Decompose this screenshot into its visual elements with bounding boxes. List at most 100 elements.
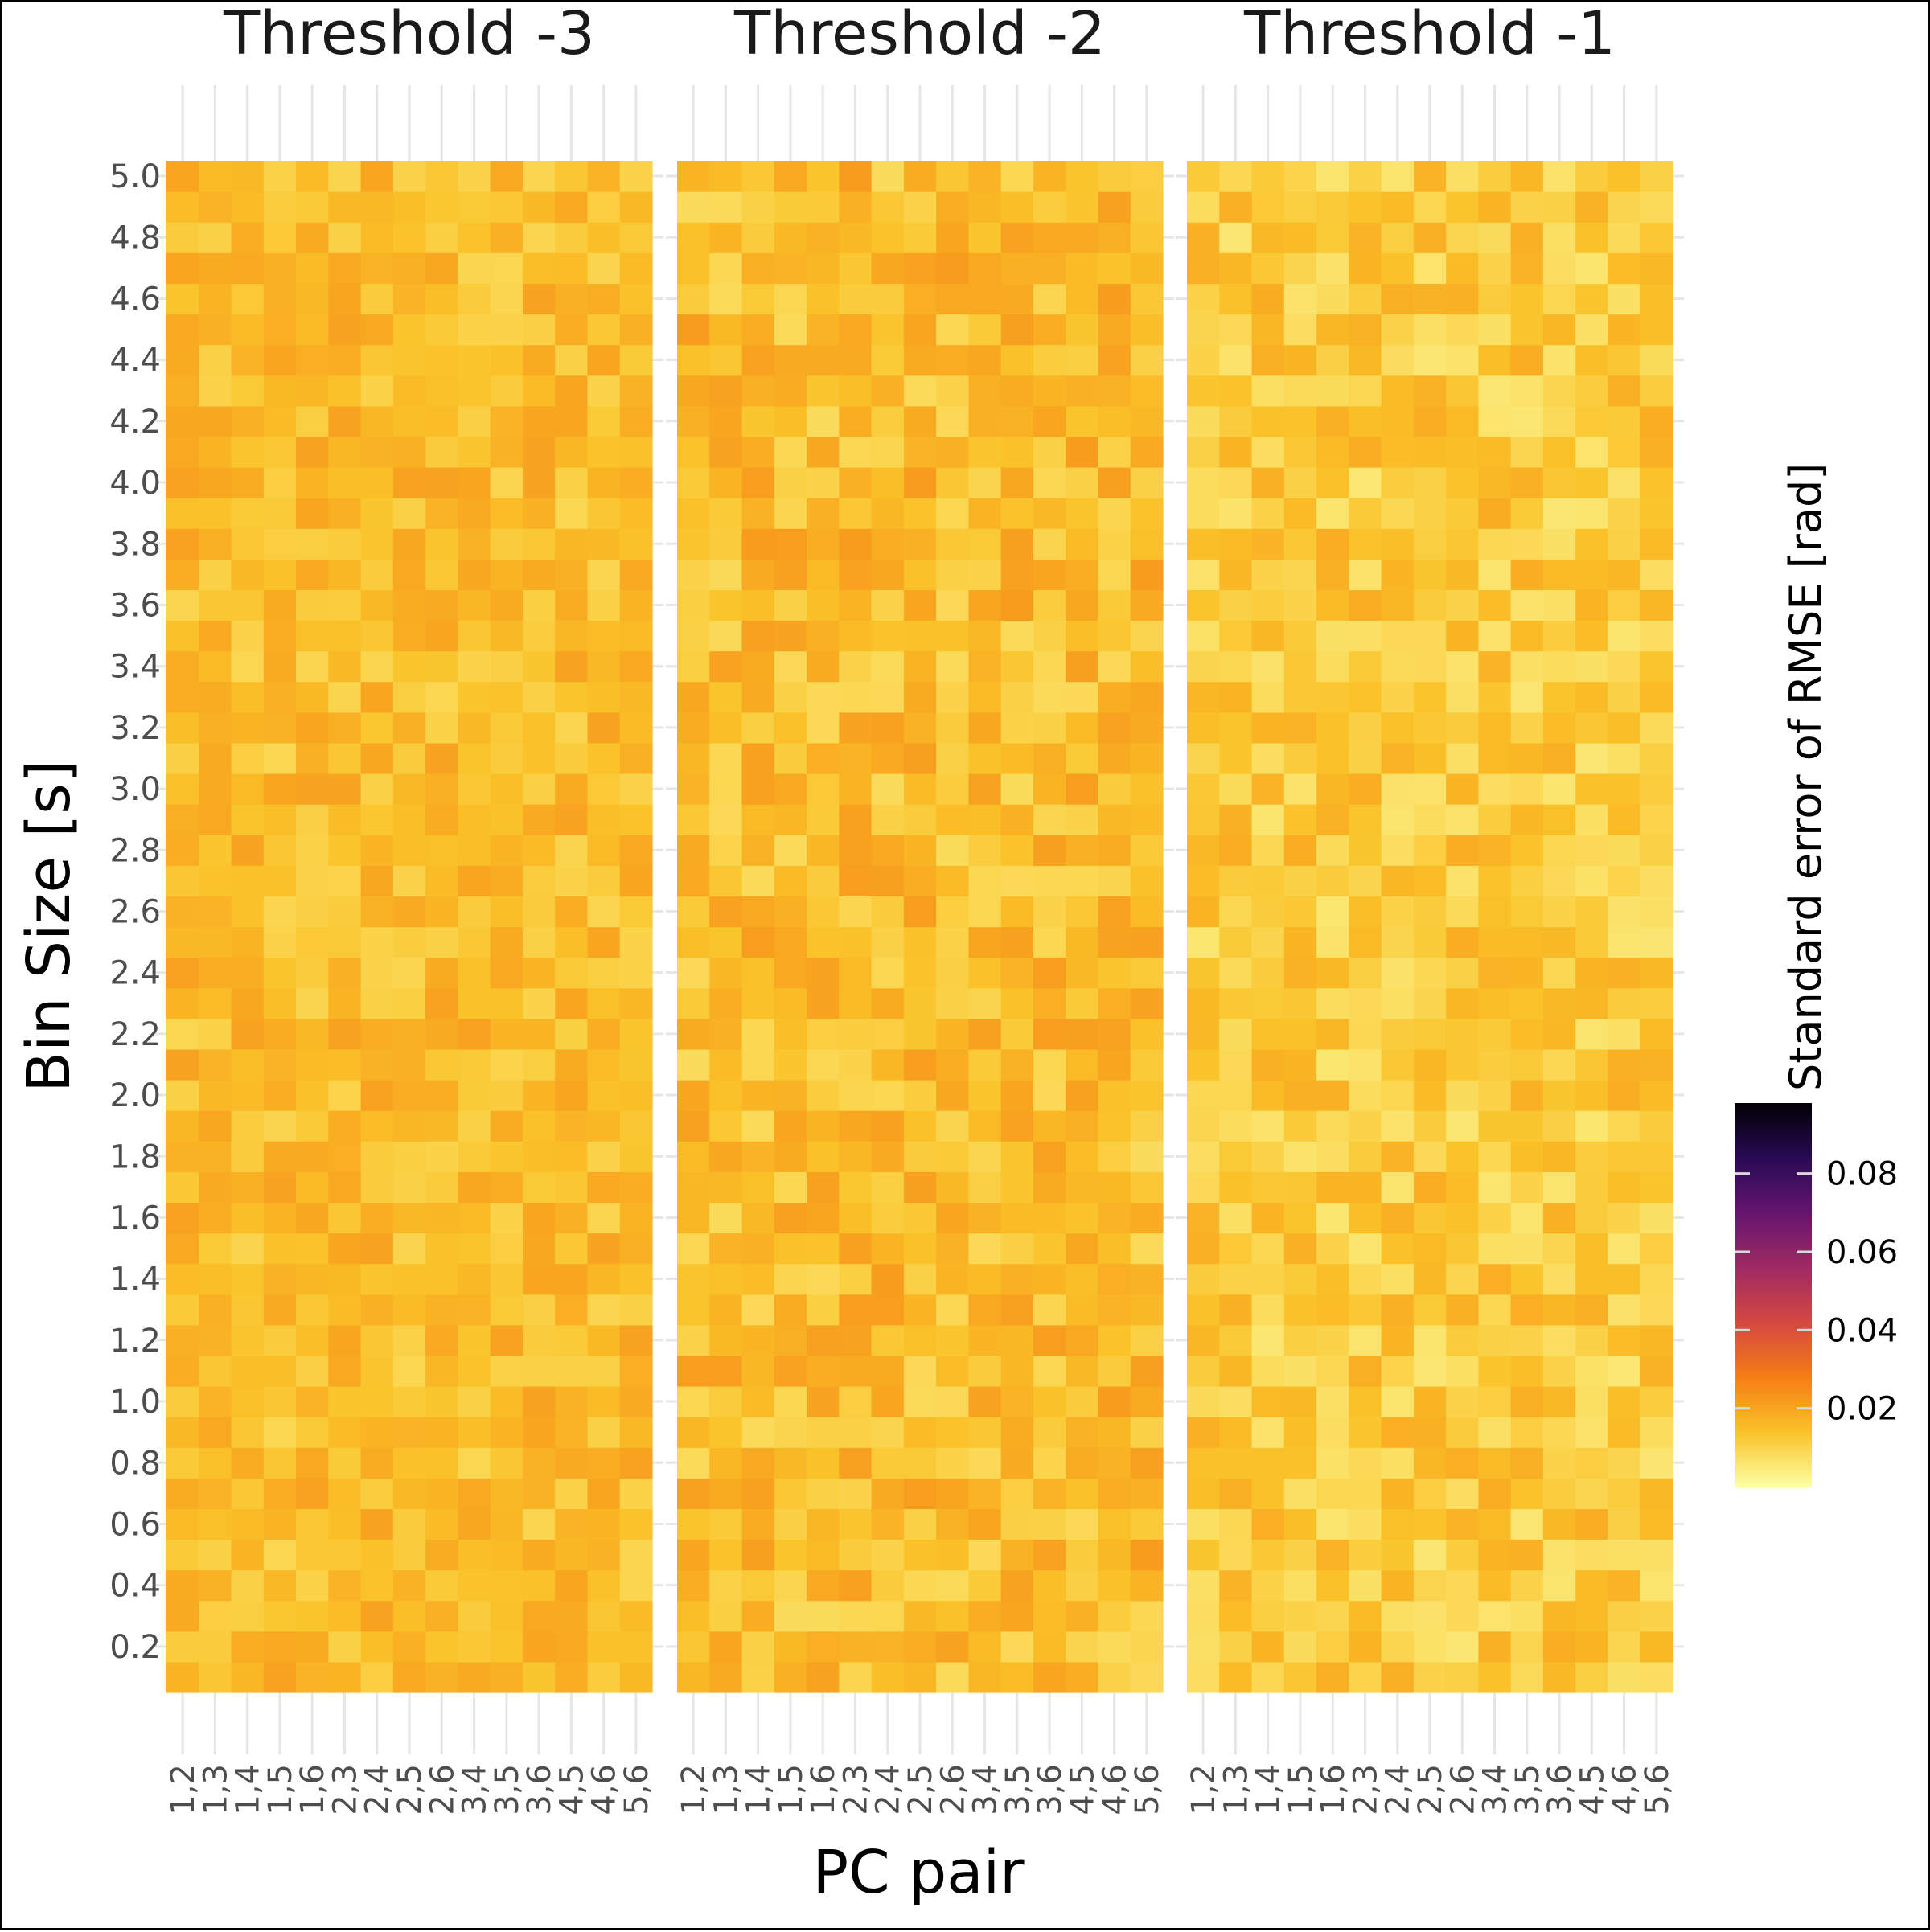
heatmap-cell <box>1187 1324 1220 1356</box>
heatmap-cell <box>1608 1661 1641 1693</box>
heatmap-cell <box>392 1661 426 1693</box>
heatmap-cell <box>1130 1048 1164 1081</box>
heatmap-cell <box>1542 1631 1576 1663</box>
heatmap-cell <box>1608 650 1641 683</box>
heatmap-cell <box>1446 926 1479 958</box>
heatmap-cell <box>1316 1324 1349 1356</box>
heatmap-cell <box>619 1294 653 1326</box>
heatmap-cell <box>1446 1110 1479 1142</box>
heatmap-cell <box>1349 559 1382 590</box>
heatmap-cell <box>1098 1324 1131 1356</box>
heatmap-cell <box>807 957 840 989</box>
heatmap-cell <box>1381 620 1415 652</box>
x-tick-label: 1,4 <box>741 1764 778 1815</box>
heatmap-cell <box>231 620 265 652</box>
heatmap-cell <box>1251 222 1285 253</box>
heatmap-cell <box>1510 344 1544 376</box>
heatmap-cell <box>199 1600 232 1632</box>
x-axis-title: PC pair <box>812 1838 1025 1907</box>
heatmap-cell <box>425 1447 458 1479</box>
heatmap-cell <box>1510 712 1544 744</box>
heatmap-cell <box>1316 1048 1349 1081</box>
heatmap-cell <box>360 1263 394 1295</box>
heatmap-cell <box>199 344 232 376</box>
heatmap-cell <box>231 1080 265 1111</box>
heatmap-cell <box>807 1018 840 1050</box>
heatmap-cell <box>1478 1233 1512 1265</box>
heatmap-cell <box>1640 926 1673 958</box>
heatmap-cell <box>1187 926 1220 958</box>
heatmap-cell <box>199 926 232 958</box>
heatmap-cell <box>328 1202 362 1234</box>
heatmap-cell <box>1066 467 1099 498</box>
heatmap-cell <box>871 1355 905 1387</box>
facet-title: Threshold -3 <box>223 2 595 68</box>
heatmap-cell <box>709 773 743 805</box>
heatmap-cell <box>968 191 1002 223</box>
heatmap-cell <box>263 804 297 835</box>
heatmap-cell <box>807 283 840 315</box>
heatmap-cell <box>360 1202 394 1234</box>
heatmap-cell <box>231 1355 265 1387</box>
heatmap-cell <box>231 222 265 253</box>
heatmap-cell <box>839 314 873 346</box>
heatmap-cell <box>1130 987 1164 1019</box>
heatmap-cell <box>425 1233 458 1265</box>
heatmap-cell <box>1349 1141 1382 1172</box>
heatmap-cell <box>231 1263 265 1295</box>
heatmap-cell <box>741 1048 775 1081</box>
heatmap-cell <box>1608 742 1641 774</box>
y-axis-tick-labels: 0.20.40.60.81.01.21.41.61.82.02.22.42.62… <box>109 158 161 1666</box>
heatmap-cell <box>263 1631 297 1663</box>
heatmap-cell <box>522 1294 556 1326</box>
heatmap-cell <box>1130 1386 1164 1417</box>
heatmap-cell <box>1187 1141 1220 1172</box>
heatmap-cell <box>1640 620 1673 652</box>
heatmap-cell <box>555 804 589 835</box>
heatmap-cell <box>199 835 232 866</box>
heatmap-cell <box>555 405 589 437</box>
heatmap-cell <box>231 1110 265 1142</box>
heatmap-cell <box>328 1294 362 1326</box>
heatmap-cell <box>1640 1539 1673 1571</box>
heatmap-cell <box>1283 467 1317 498</box>
legend-label: 0.06 <box>1826 1234 1898 1271</box>
heatmap-cell <box>1640 1386 1673 1417</box>
heatmap-cell <box>1000 650 1034 683</box>
heatmap-cell <box>619 1202 653 1234</box>
heatmap-cell <box>1413 650 1447 683</box>
heatmap-cell <box>1640 161 1673 192</box>
heatmap-cell <box>1066 528 1099 560</box>
heatmap-cell <box>199 1355 232 1387</box>
heatmap-cell <box>1283 1018 1317 1050</box>
heatmap-cell <box>968 1233 1002 1265</box>
heatmap-cell <box>1542 1202 1576 1234</box>
heatmap-cell <box>1251 804 1285 835</box>
heatmap-cell <box>328 1386 362 1417</box>
heatmap-cell <box>490 344 524 376</box>
heatmap-cell <box>839 1233 873 1265</box>
heatmap-cell <box>871 1478 905 1509</box>
heatmap-cell <box>903 161 937 192</box>
heatmap-cell <box>839 436 873 468</box>
heatmap-cell <box>1510 252 1544 284</box>
heatmap-cell <box>1413 161 1447 192</box>
heatmap-cell <box>392 283 426 315</box>
heatmap-cell <box>263 896 297 928</box>
heatmap-cell <box>1446 528 1479 560</box>
heatmap-cell <box>392 314 426 346</box>
heatmap-cell <box>1219 712 1253 744</box>
heatmap-cell <box>741 650 775 683</box>
heatmap-cell <box>1033 1508 1066 1540</box>
heatmap-cell <box>1640 1233 1673 1265</box>
heatmap-cell <box>1510 1508 1544 1540</box>
heatmap-cell <box>807 804 840 835</box>
heatmap-cell <box>709 1110 743 1142</box>
heatmap-cell <box>1575 436 1609 468</box>
heatmap-cell <box>296 1569 329 1602</box>
heatmap-cell <box>1000 161 1034 192</box>
heatmap-cell <box>1251 1386 1285 1417</box>
heatmap-cell <box>1219 681 1253 713</box>
heatmap-cell <box>392 467 426 498</box>
heatmap-cell <box>709 1202 743 1234</box>
